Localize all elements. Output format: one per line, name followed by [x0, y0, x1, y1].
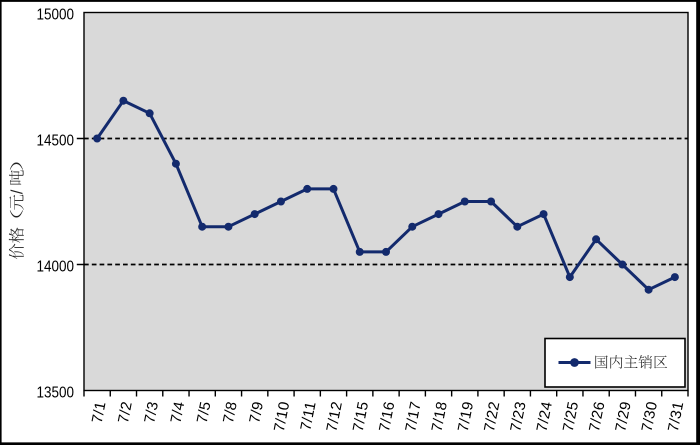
svg-text:7/18: 7/18	[428, 400, 450, 433]
svg-text:7/17: 7/17	[402, 400, 424, 433]
svg-text:7/29: 7/29	[612, 400, 634, 433]
svg-text:7/30: 7/30	[639, 400, 661, 433]
svg-text:14000: 14000	[37, 258, 75, 275]
svg-text:7/24: 7/24	[534, 400, 556, 433]
svg-text:7/16: 7/16	[376, 400, 398, 433]
svg-text:15000: 15000	[37, 6, 75, 23]
svg-text:7/9: 7/9	[246, 400, 267, 425]
svg-text:7/5: 7/5	[194, 400, 215, 425]
svg-text:7/22: 7/22	[481, 400, 503, 433]
svg-text:7/4: 7/4	[167, 400, 188, 425]
svg-text:7/1: 7/1	[89, 400, 110, 425]
svg-text:7/2: 7/2	[115, 400, 136, 425]
svg-text:7/10: 7/10	[271, 400, 293, 433]
svg-text:7/23: 7/23	[507, 400, 529, 433]
svg-text:7/25: 7/25	[560, 400, 582, 433]
svg-text:7/11: 7/11	[297, 400, 319, 432]
svg-text:7/26: 7/26	[586, 400, 608, 433]
svg-text:13500: 13500	[37, 384, 75, 401]
svg-text:7/3: 7/3	[141, 400, 162, 425]
svg-text:/: /	[9, 189, 27, 194]
svg-text:7/19: 7/19	[455, 400, 477, 433]
svg-text:14500: 14500	[37, 132, 75, 149]
svg-text:7/15: 7/15	[350, 400, 372, 433]
svg-text:7/8: 7/8	[220, 400, 241, 425]
svg-text:7/31: 7/31	[665, 400, 687, 433]
svg-text:7/12: 7/12	[323, 400, 345, 433]
